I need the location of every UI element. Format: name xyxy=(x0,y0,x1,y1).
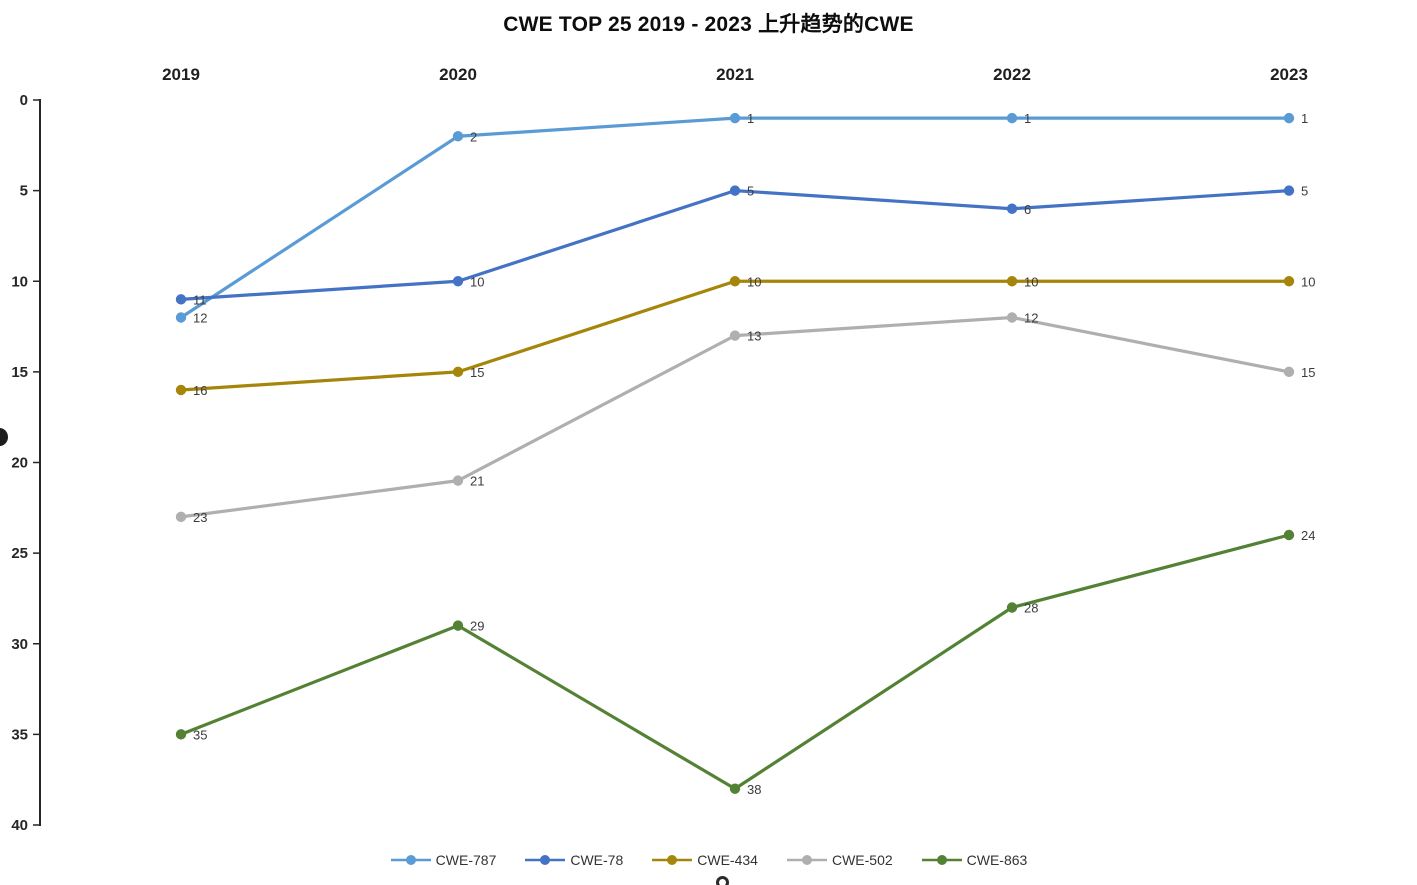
legend-marker-icon-CWE-434 xyxy=(652,855,693,865)
data-point-CWE-434-2022 xyxy=(1006,276,1018,287)
y-axis-tick-label: 0 xyxy=(20,92,28,109)
y-axis-tick-label: 15 xyxy=(11,364,28,381)
data-label-CWE-434-2023: 10 xyxy=(1301,274,1315,289)
clipped-glyph-bottom xyxy=(716,876,729,885)
data-label-CWE-863-2020: 29 xyxy=(470,619,484,634)
data-point-CWE-863-2020 xyxy=(452,620,464,631)
data-label-CWE-863-2021: 38 xyxy=(747,782,761,797)
data-label-CWE-434-2021: 10 xyxy=(747,274,761,289)
legend-marker-icon-CWE-787 xyxy=(390,855,431,865)
data-label-CWE-787-2021: 1 xyxy=(747,111,754,126)
data-point-CWE-863-2021 xyxy=(729,783,741,794)
data-point-CWE-502-2021 xyxy=(729,330,741,341)
legend-marker-icon-CWE-863 xyxy=(921,855,962,865)
chart-legend: CWE-787 CWE-78 CWE-434 CWE-502 CWE-863 xyxy=(0,847,1417,873)
data-point-CWE-78-2021 xyxy=(729,185,741,196)
legend-label: CWE-787 xyxy=(435,852,497,868)
legend-label: CWE-78 xyxy=(570,852,624,868)
y-axis-tick-label: 5 xyxy=(20,183,28,200)
x-axis-category-label: 2020 xyxy=(439,65,477,84)
data-point-CWE-78-2019 xyxy=(175,294,187,305)
chart-title: CWE TOP 25 2019 - 2023 上升趋势的CWE xyxy=(503,13,914,36)
data-point-CWE-787-2020 xyxy=(452,131,464,142)
data-label-CWE-78-2020: 10 xyxy=(470,274,484,289)
x-axis-category-label: 2021 xyxy=(716,65,754,84)
x-axis-category-label: 2023 xyxy=(1270,65,1308,84)
data-point-CWE-502-2023 xyxy=(1283,366,1295,378)
data-point-CWE-434-2023 xyxy=(1283,276,1295,287)
legend-item-CWE-787[interactable]: CWE-787 xyxy=(390,852,497,868)
legend-label: CWE-863 xyxy=(966,852,1028,868)
y-axis-tick-label: 40 xyxy=(11,817,28,834)
data-point-CWE-78-2020 xyxy=(452,276,464,287)
series-line-CWE-863 xyxy=(179,533,1291,791)
data-label-CWE-78-2022: 6 xyxy=(1024,202,1031,217)
data-label-CWE-78-2019: 11 xyxy=(193,292,207,307)
data-point-CWE-787-2021 xyxy=(729,112,741,124)
legend-item-CWE-78[interactable]: CWE-78 xyxy=(524,853,623,867)
data-label-CWE-863-2022: 28 xyxy=(1024,601,1038,616)
data-label-CWE-787-2023: 1 xyxy=(1301,111,1308,126)
data-label-CWE-863-2019: 35 xyxy=(193,727,207,742)
data-point-CWE-863-2022 xyxy=(1006,602,1018,613)
data-point-CWE-502-2019 xyxy=(175,511,187,523)
data-point-CWE-78-2022 xyxy=(1006,203,1018,214)
data-label-CWE-434-2020: 15 xyxy=(470,365,484,380)
data-label-CWE-78-2021: 5 xyxy=(747,184,754,199)
data-label-CWE-502-2019: 23 xyxy=(193,510,207,525)
data-label-CWE-434-2022: 10 xyxy=(1024,274,1038,289)
legend-marker-icon-CWE-78 xyxy=(525,855,566,865)
data-label-CWE-502-2021: 13 xyxy=(747,329,761,344)
data-point-CWE-863-2023 xyxy=(1283,529,1295,541)
clipped-glyph-left xyxy=(0,428,8,446)
data-label-CWE-787-2020: 2 xyxy=(470,129,477,144)
data-label-CWE-502-2023: 15 xyxy=(1301,365,1315,380)
legend-label: CWE-502 xyxy=(831,852,893,868)
data-label-CWE-78-2023: 5 xyxy=(1301,184,1308,199)
data-label-CWE-434-2019: 16 xyxy=(193,383,207,398)
legend-item-CWE-863[interactable]: CWE-863 xyxy=(921,852,1028,868)
legend-label: CWE-434 xyxy=(697,852,758,868)
data-label-CWE-502-2022: 12 xyxy=(1024,311,1038,326)
y-axis-tick-label: 35 xyxy=(11,726,28,743)
data-point-CWE-78-2023 xyxy=(1283,185,1295,196)
y-axis-tick-label: 30 xyxy=(11,636,28,653)
legend-item-CWE-502[interactable]: CWE-502 xyxy=(786,853,893,867)
y-axis-tick-label: 10 xyxy=(11,273,28,290)
legend-marker-icon-CWE-502 xyxy=(786,855,827,865)
data-label-CWE-863-2023: 24 xyxy=(1301,528,1315,543)
legend-item-CWE-434[interactable]: CWE-434 xyxy=(651,853,758,867)
x-axis-category-label: 2022 xyxy=(993,65,1031,84)
data-label-CWE-787-2022: 1 xyxy=(1024,111,1031,126)
data-point-CWE-502-2022 xyxy=(1006,312,1018,323)
data-point-CWE-863-2019 xyxy=(175,729,187,740)
y-axis-tick-label: 20 xyxy=(11,455,28,472)
series-line-CWE-502 xyxy=(179,315,1291,519)
data-point-CWE-434-2021 xyxy=(729,276,741,287)
data-point-CWE-787-2019 xyxy=(175,312,187,323)
data-point-CWE-434-2019 xyxy=(175,384,187,396)
y-axis-tick-label: 25 xyxy=(11,545,28,562)
x-axis-category-label: 2019 xyxy=(162,65,200,84)
data-point-CWE-787-2023 xyxy=(1283,112,1295,124)
data-label-CWE-787-2019: 12 xyxy=(193,311,207,326)
data-point-CWE-434-2020 xyxy=(452,366,464,378)
data-point-CWE-502-2020 xyxy=(452,475,464,486)
data-point-CWE-787-2022 xyxy=(1006,112,1018,124)
data-label-CWE-502-2020: 21 xyxy=(470,474,484,489)
